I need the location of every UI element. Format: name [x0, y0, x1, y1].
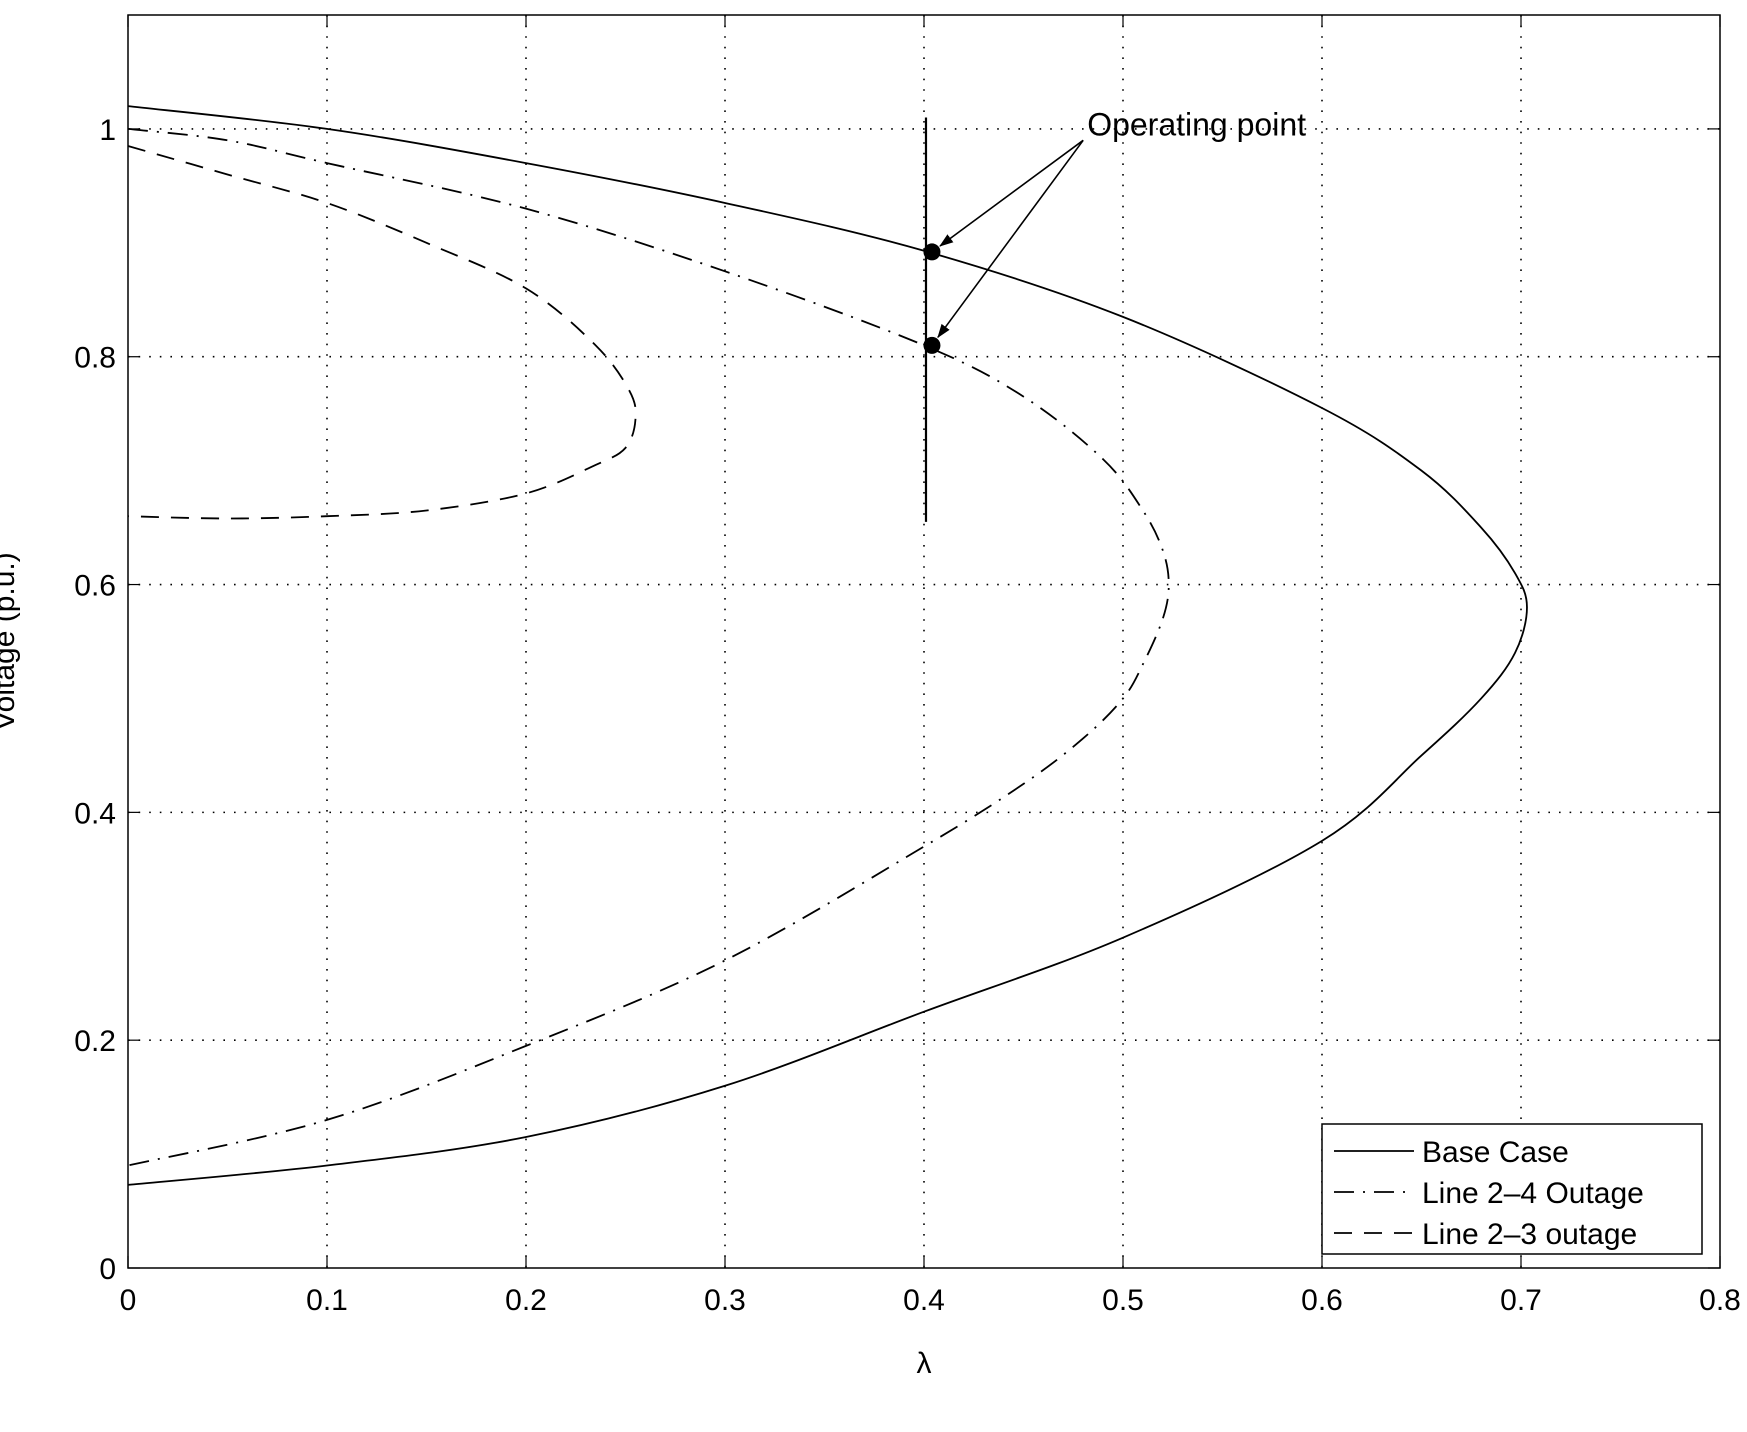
series-line-dashdot — [127, 128, 1170, 1167]
legend-label: Base Case — [1422, 1136, 1569, 1169]
x-axis-label: λ — [917, 1347, 932, 1380]
y-tick-label: 0.6 — [74, 570, 116, 603]
legend: Base Case Line 2–4 Outage Line 2–3 outage — [1321, 1123, 1703, 1255]
y-tick-label: 0.2 — [74, 1025, 116, 1058]
x-tick-label: 0.5 — [1102, 1284, 1144, 1317]
x-tick-label: 0.8 — [1699, 1284, 1741, 1317]
y-tick-label: 0.8 — [74, 342, 116, 375]
x-tick-label: 0 — [120, 1284, 137, 1317]
x-tick-label: 0.1 — [306, 1284, 348, 1317]
operating-point-marker — [923, 243, 941, 261]
y-tick-label: 1 — [99, 114, 116, 147]
annotation-arrow — [937, 139, 1084, 339]
legend-box — [1321, 1123, 1703, 1255]
x-tick-label: 0.7 — [1500, 1284, 1542, 1317]
y-tick-label: 0 — [99, 1253, 116, 1286]
annotation-layer: Operating point — [923, 106, 1306, 522]
series-line-dashed — [127, 145, 637, 520]
legend-label: Line 2–4 Outage — [1422, 1177, 1644, 1210]
y-axis-label: Voltage (p.u.) — [0, 552, 21, 730]
annotation-text: Operating point — [1087, 106, 1306, 142]
operating-point-marker — [923, 336, 941, 354]
legend-label: Line 2–3 outage — [1422, 1218, 1637, 1251]
series-line-solid — [127, 105, 1528, 1186]
x-tick-label: 0.4 — [903, 1284, 945, 1317]
x-tick-label: 0.6 — [1301, 1284, 1343, 1317]
series-layer — [127, 105, 1528, 1186]
y-tick-label: 0.4 — [74, 797, 116, 830]
ticks: 0 0.1 0.2 0.3 0.4 0.5 0.6 0.7 0.8 0 0.2 0.4 0.6 0.8 1 — [74, 15, 1741, 1317]
annotation-arrow — [939, 139, 1084, 247]
x-tick-label: 0.3 — [704, 1284, 746, 1317]
x-tick-label: 0.2 — [505, 1284, 547, 1317]
